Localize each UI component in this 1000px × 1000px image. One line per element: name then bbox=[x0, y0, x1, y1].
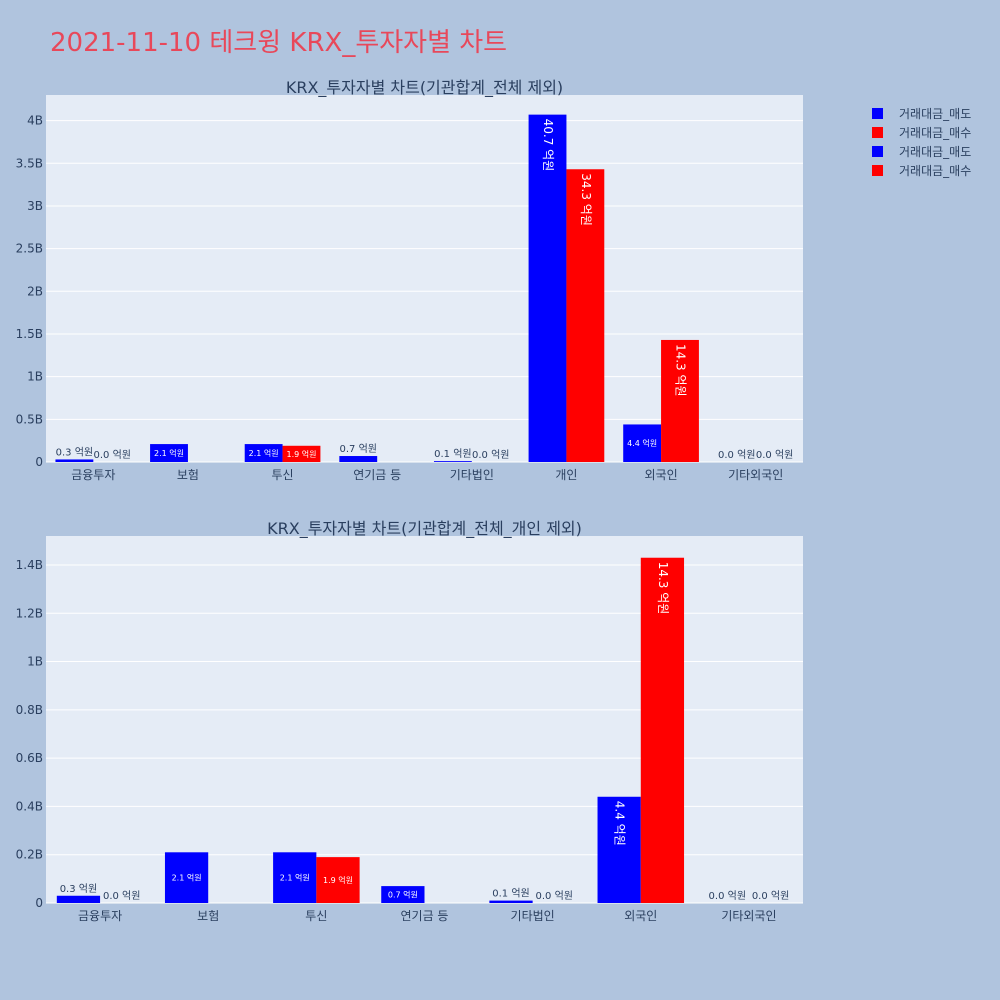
data-label: 14.3 억원 bbox=[673, 344, 687, 397]
bar bbox=[273, 852, 317, 903]
data-label: 0.0 억원 bbox=[536, 890, 573, 902]
legend-swatch bbox=[872, 108, 883, 119]
y-tick-label: 0.5B bbox=[16, 412, 43, 426]
y-tick-label: 2B bbox=[27, 284, 43, 298]
data-label: 2.1 억원 bbox=[172, 873, 202, 883]
data-label: 0.7 억원 bbox=[340, 443, 377, 455]
y-tick-label: 3B bbox=[27, 199, 43, 213]
data-label: 0.7 억원 bbox=[388, 890, 418, 900]
bar bbox=[566, 169, 605, 462]
legend-item[interactable]: 거래대금_매수 bbox=[872, 123, 971, 142]
y-tick-label: 0.6B bbox=[16, 751, 43, 765]
bar bbox=[244, 444, 283, 462]
bar bbox=[661, 339, 699, 462]
y-tick-label: 0.4B bbox=[16, 799, 43, 813]
legend: 거래대금_매도 거래대금_매수 거래대금_매도 거래대금_매수 bbox=[872, 104, 971, 180]
y-tick-label: 1B bbox=[27, 370, 43, 384]
x-tick-label: 개인 bbox=[555, 468, 577, 482]
legend-swatch bbox=[872, 127, 883, 138]
x-tick-label: 기타법인 bbox=[511, 909, 555, 923]
y-tick-label: 1B bbox=[27, 655, 43, 669]
legend-label: 거래대금_매도 bbox=[899, 145, 972, 159]
data-label: 0.0 억원 bbox=[103, 890, 140, 902]
bar bbox=[150, 444, 188, 462]
data-label: 2.1 억원 bbox=[249, 448, 279, 458]
y-tick-label: 2.5B bbox=[16, 242, 43, 256]
x-tick-label: 투신 bbox=[305, 909, 327, 923]
x-tick-label: 외국인 bbox=[624, 909, 657, 923]
data-label: 1.9 억원 bbox=[323, 875, 353, 885]
data-label: 0.3 억원 bbox=[60, 883, 97, 895]
x-tick-label: 투신 bbox=[272, 468, 294, 482]
bar bbox=[316, 857, 360, 903]
bar bbox=[623, 424, 662, 462]
data-label: 34.3 억원 bbox=[579, 173, 593, 226]
bar bbox=[640, 557, 685, 903]
chart-krx-excluding-institutions-and-individuals: 0 0.2B 0.4B 0.6B 0.8B 1B 1.2B 1.4B KRX_투자자별 차트(기… bbox=[16, 519, 803, 923]
data-label: 1.9 억원 bbox=[286, 449, 316, 459]
data-label: 0.1 억원 bbox=[434, 448, 471, 460]
plot-area bbox=[46, 536, 803, 903]
data-label: 4.4 억원 bbox=[613, 801, 627, 846]
data-label: 0.3 억원 bbox=[56, 446, 93, 458]
x-tick-label: 연기금 등 bbox=[401, 909, 449, 923]
data-label: 0.0 억원 bbox=[718, 449, 755, 461]
x-tick-label: 기타법인 bbox=[450, 468, 494, 482]
legend-item[interactable]: 거래대금_매도 bbox=[872, 104, 971, 123]
data-label: 14.3 억원 bbox=[656, 562, 670, 615]
legend-label: 거래대금_매도 bbox=[899, 107, 972, 121]
x-tick-label: 금융투자 bbox=[71, 468, 115, 482]
y-tick-label: 3.5B bbox=[16, 156, 43, 170]
x-tick-label: 기타외국인 bbox=[721, 909, 776, 923]
bar bbox=[282, 445, 321, 462]
y-tick-label: 0 bbox=[35, 455, 43, 469]
y-tick-label: 0 bbox=[35, 896, 43, 910]
bar bbox=[528, 114, 567, 462]
y-tick-label: 1.5B bbox=[16, 327, 43, 341]
y-tick-label: 4B bbox=[27, 114, 43, 128]
legend-item[interactable]: 거래대금_매수 bbox=[872, 161, 971, 180]
chart-krx-excluding-institutions: 0 0.5B 1B 1.5B 2B 2.5B 3B 3.5B 4B KRX_투자자별 차트(기관합… bbox=[16, 78, 803, 482]
legend-item[interactable]: 거래대금_매도 bbox=[872, 142, 971, 161]
data-label: 2.1 억원 bbox=[280, 873, 310, 883]
data-label: 0.0 억원 bbox=[709, 890, 746, 902]
legend-label: 거래대금_매수 bbox=[899, 126, 972, 140]
x-tick-label: 연기금 등 bbox=[353, 468, 401, 482]
legend-swatch bbox=[872, 165, 883, 176]
data-label: 40.7 억원 bbox=[541, 119, 555, 172]
data-label: 4.4 억원 bbox=[627, 438, 657, 448]
y-tick-label: 0.2B bbox=[16, 848, 43, 862]
bar bbox=[489, 900, 533, 903]
bar bbox=[56, 895, 101, 903]
bar bbox=[433, 461, 472, 462]
bar bbox=[55, 459, 94, 462]
y-tick-label: 0.8B bbox=[16, 703, 43, 717]
bar bbox=[339, 456, 378, 462]
y-tick-label: 1.4B bbox=[16, 558, 43, 572]
y-tick-label: 1.2B bbox=[16, 606, 43, 620]
x-tick-label: 기타외국인 bbox=[728, 468, 783, 482]
chart-title: KRX_투자자별 차트(기관합계_전체_개인 제외) bbox=[267, 519, 582, 539]
data-label: 0.0 억원 bbox=[472, 449, 509, 461]
legend-label: 거래대금_매수 bbox=[899, 164, 972, 178]
data-label: 0.0 억원 bbox=[756, 449, 793, 461]
x-tick-label: 보험 bbox=[197, 909, 219, 923]
x-tick-label: 보험 bbox=[177, 468, 199, 482]
legend-swatch bbox=[872, 146, 883, 157]
data-label: 0.1 억원 bbox=[492, 888, 529, 900]
data-label: 0.0 억원 bbox=[752, 890, 789, 902]
chart-title: KRX_투자자별 차트(기관합계_전체 제외) bbox=[286, 78, 563, 98]
data-label: 0.0 억원 bbox=[93, 449, 130, 461]
x-tick-label: 외국인 bbox=[645, 468, 678, 482]
bar bbox=[381, 886, 425, 903]
x-tick-label: 금융투자 bbox=[78, 909, 122, 923]
page-title: 2021-11-10 테크윙 KRX_투자자별 차트 bbox=[50, 28, 508, 58]
bar bbox=[597, 796, 641, 903]
data-label: 2.1 억원 bbox=[154, 448, 184, 458]
bar bbox=[164, 852, 209, 903]
